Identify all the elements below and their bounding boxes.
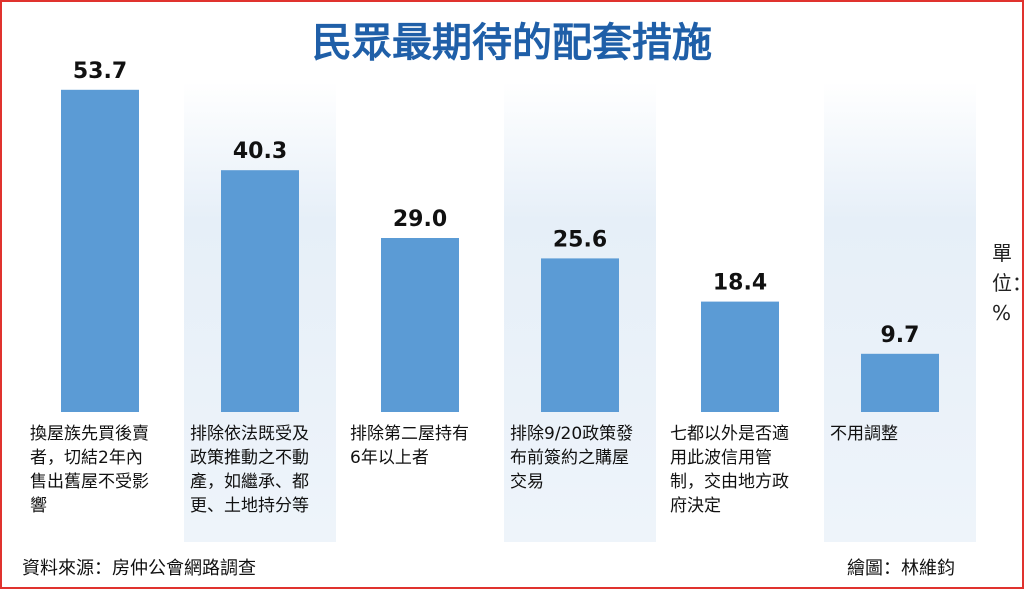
x-tick-label: 七都以外是否適用此波信用管制，交由地方政府決定 <box>670 424 789 516</box>
x-tick-label: 排除9/20政策發布前簽約之購屋交易 <box>510 424 634 492</box>
unit-label: 單位：% <box>992 241 1022 325</box>
bar <box>861 353 939 412</box>
value-label: 25.6 <box>553 227 607 252</box>
x-tick-label: 排除依法既受及政策推動之不動產，如繼承、都更、土地持分等 <box>190 424 309 516</box>
bar <box>541 258 619 412</box>
value-label: 53.7 <box>73 59 127 84</box>
bar <box>701 301 779 412</box>
value-label: 29.0 <box>393 207 447 232</box>
column-stripe <box>824 82 976 542</box>
bar <box>381 238 459 412</box>
credit: 繪圖：林維鈞 <box>847 558 955 579</box>
source: 資料來源：房仲公會網路調查 <box>22 558 256 579</box>
value-label: 40.3 <box>233 139 287 164</box>
bar <box>221 170 299 412</box>
x-tick-label: 不用調整 <box>830 424 898 444</box>
chart-title: 民眾最期待的配套措施 <box>312 20 712 66</box>
value-label: 18.4 <box>713 271 767 296</box>
value-label: 9.7 <box>881 323 920 348</box>
x-tick-label: 排除第二屋持有6年以上者 <box>350 424 469 468</box>
x-tick-label: 換屋族先買後賣者，切結2年內售出舊屋不受影響 <box>30 424 149 516</box>
bar <box>61 89 139 413</box>
